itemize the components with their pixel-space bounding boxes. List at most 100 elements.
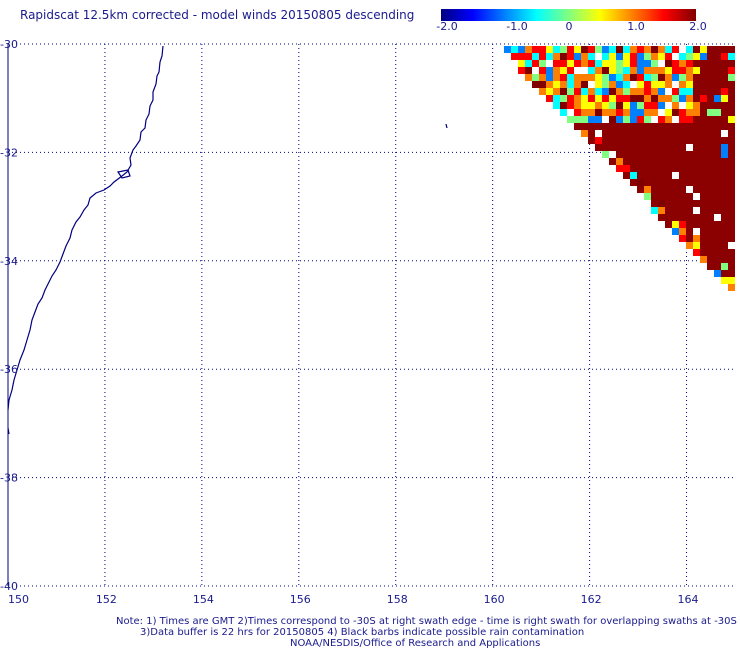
swath-cell [686,130,693,137]
swath-cell [567,81,574,88]
swath-cell [721,158,728,165]
swath-cell [644,53,651,60]
swath-cell [602,130,609,137]
swath-cell [581,88,588,95]
swath-cell [602,95,609,102]
wind-swath [504,46,735,291]
swath-cell [714,67,721,74]
swath-cell [700,193,707,200]
swath-cell [651,116,658,123]
swath-cell [602,74,609,81]
swath-cell [672,214,679,221]
swath-cell [665,207,672,214]
swath-cell [553,46,560,53]
swath-cell [693,200,700,207]
swath-cell [679,46,686,53]
swath-cell [686,165,693,172]
swath-cell [686,137,693,144]
swath-cell [686,228,693,235]
swath-cell [630,109,637,116]
swath-cell [658,46,665,53]
swath-cell [581,123,588,130]
swath-cell [518,46,525,53]
swath-cell [700,242,707,249]
swath-cell [525,46,532,53]
swath-cell [595,116,602,123]
swath-cell [546,81,553,88]
swath-cell [637,123,644,130]
swath-cell [679,214,686,221]
swath-cell [700,95,707,102]
swath-cell [693,144,700,151]
swath-cell [707,263,714,270]
swath-cell [707,116,714,123]
swath-cell [679,207,686,214]
swath-cell [665,137,672,144]
swath-cell [679,53,686,60]
swath-cell [588,74,595,81]
swath-cell [623,81,630,88]
swath-cell [553,102,560,109]
swath-cell [595,130,602,137]
swath-cell [679,186,686,193]
swath-cell [721,102,728,109]
swath-cell [728,200,735,207]
swath-cell [665,158,672,165]
swath-cell [714,207,721,214]
swath-cell [721,228,728,235]
swath-cell [686,207,693,214]
swath-cell [707,74,714,81]
swath-cell [728,116,735,123]
swath-cell [637,137,644,144]
swath-cell [630,165,637,172]
swath-cell [546,74,553,81]
swath-cell [679,165,686,172]
swath-cell [700,130,707,137]
swath-cell [609,123,616,130]
swath-cell [700,81,707,88]
swath-cell [672,165,679,172]
swath-cell [672,74,679,81]
swath-cell [693,95,700,102]
swath-cell [707,165,714,172]
swath-cell [644,109,651,116]
swath-cell [686,53,693,60]
swath-cell [567,53,574,60]
swath-cell [693,151,700,158]
swath-cell [630,60,637,67]
coastline [7,45,164,411]
swath-cell [651,165,658,172]
swath-cell [721,242,728,249]
swath-cell [651,193,658,200]
swath-cell [672,172,679,179]
swath-cell [679,74,686,81]
swath-cell [567,60,574,67]
swath-cell [539,67,546,74]
swath-cell [707,172,714,179]
swath-cell [616,109,623,116]
swath-cell [623,46,630,53]
swath-cell [630,179,637,186]
swath-cell [728,256,735,263]
swath-cell [714,214,721,221]
swath-cell [679,221,686,228]
swath-cell [630,130,637,137]
swath-cell [644,95,651,102]
swath-cell [700,53,707,60]
swath-cell [644,165,651,172]
swath-cell [700,186,707,193]
swath-cell [616,95,623,102]
swath-cell [686,81,693,88]
swath-cell [574,67,581,74]
swath-cell [539,81,546,88]
swath-cell [686,179,693,186]
swath-cell [609,67,616,74]
swath-cell [644,116,651,123]
footnote-line: NOAA/NESDIS/Office of Research and Appli… [290,638,541,649]
swath-cell [665,165,672,172]
swath-cell [616,151,623,158]
swath-cell [637,95,644,102]
swath-cell [714,186,721,193]
swath-cell [630,74,637,81]
swath-cell [728,102,735,109]
